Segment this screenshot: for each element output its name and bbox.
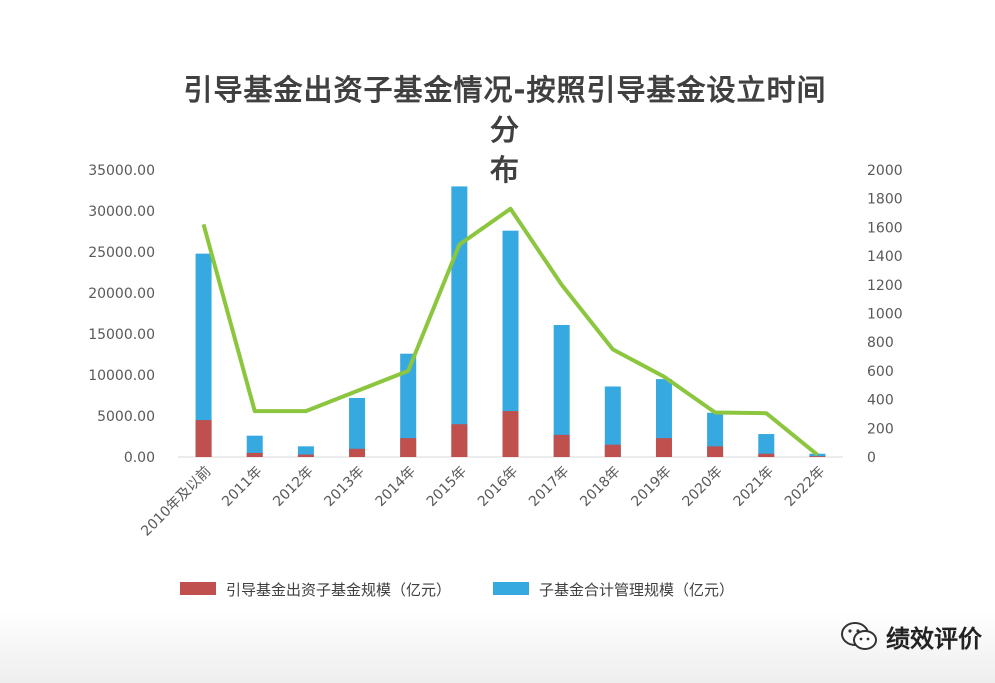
right-tick-label: 600 <box>867 364 894 380</box>
bar-sub-fund-total <box>451 186 468 457</box>
right-tick-label: 1400 <box>867 249 903 265</box>
left-tick-label: 35000.00 <box>88 163 155 179</box>
right-tick-label: 2000 <box>867 163 903 179</box>
bar-guide-fund-contribution <box>553 434 570 457</box>
left-axis: 0.00 5000.00 10000.00 15000.00 20000.00 25000… <box>88 163 155 466</box>
bar-guide-fund-contribution <box>707 446 724 457</box>
left-tick-label: 20000.00 <box>88 286 155 302</box>
line-point <box>407 370 409 372</box>
right-tick-label: 400 <box>867 393 894 409</box>
bottom-shadow <box>0 612 995 683</box>
right-tick-label: 800 <box>867 335 894 351</box>
left-tick-label: 25000.00 <box>88 245 155 261</box>
bar-guide-fund-contribution <box>758 453 775 457</box>
line-point <box>203 224 205 226</box>
chart-title-line-1: 引导基金出资子基金情况-按照引导基金设立时间分 <box>183 73 827 147</box>
bar-sub-fund-total <box>707 412 724 457</box>
bar-sub-fund-total <box>246 435 263 457</box>
bar-guide-fund-contribution <box>451 424 468 457</box>
line-point <box>663 376 665 378</box>
bar-sub-fund-total <box>655 379 672 457</box>
x-tick-label: 2010年及以前 <box>138 463 215 540</box>
bars <box>195 186 826 457</box>
bar-guide-fund-contribution <box>400 438 417 457</box>
x-tick-label: 2022年 <box>782 464 828 510</box>
line-point <box>714 412 716 414</box>
x-tick-label: 2020年 <box>680 464 726 510</box>
bar-guide-fund-contribution <box>349 448 366 457</box>
line-point <box>254 410 256 412</box>
x-tick-label: 2017年 <box>526 464 572 510</box>
x-tick-label: 2012年 <box>270 464 316 510</box>
x-tick-label: 2014年 <box>373 464 419 510</box>
bar-sub-fund-total <box>297 446 314 457</box>
x-tick-label: 2018年 <box>577 464 623 510</box>
bar-sub-fund-total <box>502 230 519 457</box>
legend-label: 子基金合计管理规模（亿元） <box>539 581 734 599</box>
bar-sub-fund-total <box>604 386 621 457</box>
bar-guide-fund-contribution <box>655 438 672 457</box>
right-tick-label: 1200 <box>867 278 903 294</box>
right-tick-label: 1000 <box>867 307 903 323</box>
bar-sub-fund-total <box>809 453 826 457</box>
left-tick-label: 30000.00 <box>88 204 155 220</box>
bar-guide-fund-contribution <box>604 444 621 457</box>
chart-title: 引导基金出资子基金情况-按照引导基金设立时间分 布 <box>175 70 835 190</box>
line-point <box>561 284 563 286</box>
x-tick-label: 2011年 <box>219 464 265 510</box>
bar-sub-fund-total <box>553 324 570 457</box>
legend-label: 引导基金出资子基金规模（亿元） <box>226 581 451 599</box>
line-point <box>356 390 358 392</box>
legend-swatch <box>493 582 529 595</box>
bar-sub-fund-total <box>400 353 417 457</box>
watermark: 绩效评价 <box>840 618 982 654</box>
line-point <box>510 208 511 210</box>
x-tick-label: 2015年 <box>424 464 470 510</box>
line-point <box>765 412 767 414</box>
watermark-text: 绩效评价 <box>886 624 982 653</box>
right-axis: 0 200 400 600 800 1000 1200 1400 1600 1800 2000 <box>867 163 903 466</box>
x-tick-label: 2019年 <box>628 464 674 510</box>
line-point <box>305 410 307 412</box>
x-tick-label: 2021年 <box>731 464 777 510</box>
wechat-icon <box>841 622 877 650</box>
left-tick-label: 10000.00 <box>88 368 155 384</box>
bar-guide-fund-contribution <box>502 411 519 457</box>
bar-sub-fund-total <box>758 434 775 457</box>
right-tick-label: 1600 <box>867 220 903 236</box>
left-tick-label: 0.00 <box>124 450 155 466</box>
x-axis-labels: 2010年及以前 2011年 2012年 2013年 2014年 2015年 2016年 20… <box>138 463 829 540</box>
line-series <box>201 206 819 457</box>
line-point <box>458 244 460 246</box>
bar-sub-fund-total <box>349 397 366 457</box>
chart-title-line-2: 布 <box>489 153 520 187</box>
bar-guide-fund-contribution <box>195 420 212 457</box>
bar-guide-fund-contribution <box>809 456 826 457</box>
left-tick-label: 15000.00 <box>88 327 155 343</box>
right-tick-label: 0 <box>867 450 876 466</box>
x-tick-label: 2013年 <box>321 464 367 510</box>
line-point <box>816 454 818 456</box>
right-tick-label: 200 <box>867 421 894 437</box>
line-point <box>612 348 614 350</box>
legend-swatch <box>180 582 216 595</box>
bar-guide-fund-contribution <box>297 454 314 457</box>
x-tick-label: 2016年 <box>475 464 521 510</box>
left-tick-label: 5000.00 <box>97 409 155 425</box>
right-tick-label: 1800 <box>867 192 903 208</box>
bar-sub-fund-total <box>195 253 212 457</box>
bar-guide-fund-contribution <box>246 452 263 457</box>
